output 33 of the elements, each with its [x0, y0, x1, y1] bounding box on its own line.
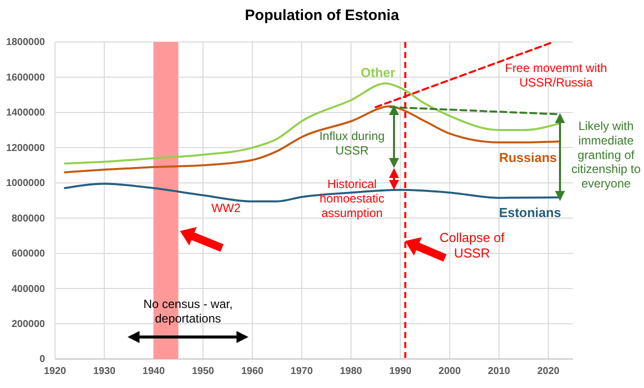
y-tick-label: 1600000 — [6, 72, 46, 84]
x-tick-label: 1940 — [142, 366, 166, 378]
x-tick-label: 2000 — [438, 366, 462, 378]
series-label: Russians — [499, 150, 557, 165]
y-tick-label: 1400000 — [6, 108, 46, 119]
ref-line-label: Collapse of USSR — [439, 230, 505, 261]
y-tick-label: 1000000 — [6, 178, 46, 190]
series-label: Estonians — [498, 205, 562, 220]
annotation: No census - war, deportations — [143, 297, 233, 326]
x-tick-label: 1950 — [192, 366, 215, 378]
y-tick-label: 600000 — [12, 248, 46, 260]
annotation: WW2 — [211, 201, 241, 215]
x-tick-label: 1980 — [340, 366, 363, 378]
y-tick-label: 400000 — [12, 284, 46, 295]
y-tick-label: 1200000 — [6, 142, 46, 154]
annotation: Likely with immediate granting of citizenship to everyone — [571, 119, 642, 191]
x-tick-label: 1930 — [93, 366, 116, 378]
x-tick-label: 1990 — [389, 366, 412, 378]
x-tick-label: 1920 — [44, 366, 67, 378]
y-tick-label: 0 — [39, 354, 46, 366]
annotation: Free movemnt with USSR/Russia — [504, 61, 608, 90]
y-tick-label: 1800000 — [6, 37, 46, 48]
x-tick-label: 2010 — [488, 366, 511, 378]
x-tick-label: 2020 — [537, 366, 560, 378]
line-series — [64, 105, 560, 174]
x-tick-label: 1960 — [241, 366, 264, 378]
annotation: Historical homoestatic assumption — [320, 177, 384, 220]
x-tick-label: 1970 — [290, 366, 314, 378]
annotation: Influx during USSR — [319, 129, 385, 158]
chart-title: Population of Estonia — [244, 7, 400, 24]
y-tick-label: 200000 — [12, 318, 46, 330]
series-label: Other — [360, 65, 396, 80]
y-tick-label: 800000 — [12, 213, 46, 224]
